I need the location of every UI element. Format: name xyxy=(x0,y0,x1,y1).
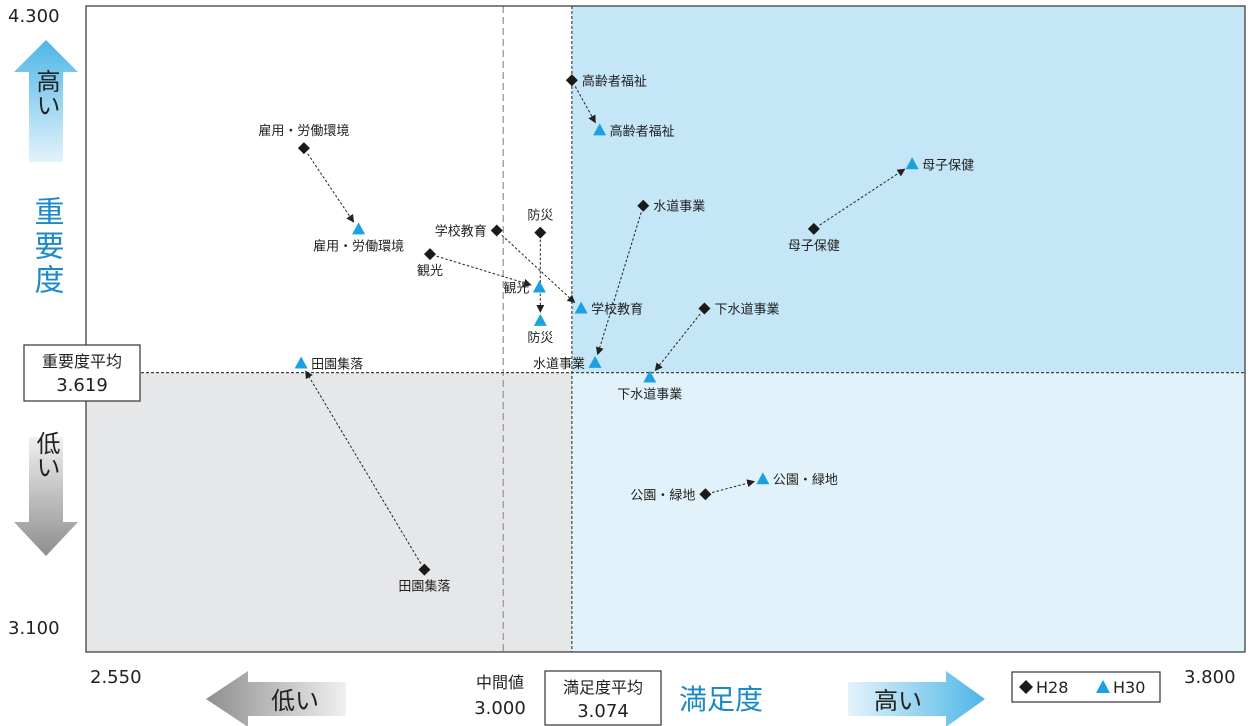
importance-high-arrow: 高い xyxy=(14,40,78,162)
h28-point-label: 高齢者福祉 xyxy=(582,73,647,89)
importance-mean-label: 重要度平均 xyxy=(42,352,122,371)
quadrant-low-low xyxy=(86,372,572,652)
legend-h28-label: H28 xyxy=(1036,678,1068,697)
quadrant-low-importance-high-satisfaction xyxy=(571,372,1245,652)
h30-point-label: 学校教育 xyxy=(591,302,643,318)
legend-h30-marker xyxy=(1096,680,1110,693)
h28-point-label: 観光 xyxy=(417,264,443,279)
satisfaction-mean-value: 3.074 xyxy=(577,701,629,722)
importance-low-label: 低い xyxy=(32,431,60,479)
h30-point-label: 観光 xyxy=(503,282,529,297)
change-arrow xyxy=(305,370,422,564)
change-arrow xyxy=(307,153,355,223)
y-max-tick-label: 4.300 xyxy=(8,6,60,27)
h28-point-label: 水道事業 xyxy=(653,199,705,215)
h30-point-label: 公園・緑地 xyxy=(773,473,838,488)
h28-point xyxy=(423,248,436,261)
h28-point xyxy=(418,563,431,576)
h30-point xyxy=(593,123,607,136)
h28-point xyxy=(637,199,650,212)
h30-point-label: 田園集落 xyxy=(311,356,363,372)
h28-point-label: 防災 xyxy=(527,208,553,224)
h30-point-label: 防災 xyxy=(527,330,553,346)
h30-point xyxy=(533,313,547,326)
satisfaction-low-arrow: 低い xyxy=(206,671,346,726)
x-max-tick-label: 3.800 xyxy=(1184,667,1236,688)
h28-point-label: 田園集落 xyxy=(398,579,450,595)
satisfaction-low-label: 低い xyxy=(271,687,319,715)
h28-point xyxy=(297,142,310,155)
h28-point-label: 母子保健 xyxy=(788,239,840,254)
legend-box xyxy=(1011,671,1161,703)
h30-point-label: 水道事業 xyxy=(533,356,585,372)
h30-point xyxy=(756,472,770,485)
h30-point-label: 下水道事業 xyxy=(617,386,682,402)
h30-point xyxy=(643,370,657,383)
satisfaction-high-label: 高い xyxy=(874,687,922,715)
importance-high-label: 高い xyxy=(32,69,60,117)
h28-point xyxy=(565,74,578,87)
x-min-tick-label: 2.550 xyxy=(90,667,142,688)
h28-point xyxy=(490,224,503,237)
importance-mean-box xyxy=(23,344,141,402)
h30-point xyxy=(905,157,919,170)
h30-point xyxy=(574,301,588,314)
h30-point-label: 雇用・労働環境 xyxy=(313,238,404,254)
h28-point xyxy=(698,302,711,315)
change-arrow xyxy=(595,212,642,356)
legend-h30-label: H30 xyxy=(1113,678,1145,697)
h28-point-label: 学校教育 xyxy=(435,223,487,239)
h28-point-label: 下水道事業 xyxy=(714,302,779,318)
h30-point xyxy=(532,280,546,293)
plot-frame xyxy=(85,5,1246,653)
h28-point-label: 雇用・労働環境 xyxy=(258,123,349,139)
h28-point-label: 公園・緑地 xyxy=(630,488,695,503)
legend-h28-marker xyxy=(1019,680,1033,694)
h30-point xyxy=(588,355,602,368)
x-axis-title: 満足度 xyxy=(679,683,763,716)
median-value: 3.000 xyxy=(474,698,526,719)
h30-point xyxy=(352,222,366,235)
change-arrow xyxy=(654,313,701,372)
satisfaction-mean-label: 満足度平均 xyxy=(563,678,643,697)
change-arrow xyxy=(436,255,532,287)
data-marks: 高齢者福祉高齢者福祉母子保健母子保健水道事業水道事業雇用・労働環境雇用・労働環境… xyxy=(258,73,974,594)
legend: H28 H30 xyxy=(1011,671,1161,703)
satisfaction-high-arrow: 高い xyxy=(848,671,985,726)
change-arrow xyxy=(574,86,596,124)
h30-point-label: 高齢者福祉 xyxy=(610,123,675,139)
change-arrow xyxy=(712,479,756,493)
importance-mean-value: 3.619 xyxy=(56,375,108,396)
y-axis-title: 重要度 xyxy=(29,196,64,298)
h30-point-label: 母子保健 xyxy=(922,158,974,173)
change-arrow xyxy=(819,168,906,226)
h28-point xyxy=(699,488,712,501)
importance-low-arrow: 低い xyxy=(14,431,78,556)
satisfaction-mean-box xyxy=(544,670,662,726)
h28-point xyxy=(807,222,820,235)
y-min-tick-label: 3.100 xyxy=(8,618,60,639)
change-arrow xyxy=(501,234,576,304)
h28-point xyxy=(534,226,547,239)
h30-point xyxy=(294,356,308,369)
median-label: 中間値 xyxy=(476,673,524,692)
quadrant-high-high xyxy=(571,6,1245,373)
